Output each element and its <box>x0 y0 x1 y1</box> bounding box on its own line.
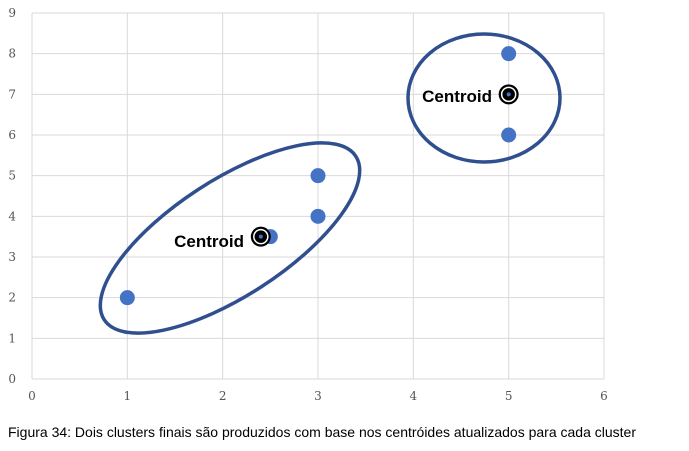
y-tick-label: 3 <box>8 250 16 264</box>
cluster-outlines <box>98 32 562 335</box>
centroid-center-0 <box>258 234 263 239</box>
x-tick-label: 0 <box>28 389 36 403</box>
y-tick-label: 2 <box>8 291 16 305</box>
centroid-ring-0 <box>253 228 269 245</box>
tick-labels: 0 1 2 3 4 5 6 0 1 2 3 4 5 6 7 8 9 <box>8 6 607 403</box>
data-point-0 <box>119 290 135 306</box>
x-tick-label: 3 <box>314 389 322 403</box>
cluster-outline-1 <box>98 141 362 335</box>
data-point-4 <box>501 127 517 143</box>
cluster-outline-2 <box>406 32 562 164</box>
centroid-label-2: Centroid <box>422 87 492 106</box>
grid <box>31 12 605 380</box>
data-point-3 <box>310 168 326 184</box>
x-tick-label: 5 <box>505 389 513 403</box>
y-tick-label: 6 <box>8 128 16 142</box>
y-tick-label: 9 <box>8 6 16 20</box>
y-tick-label: 0 <box>8 372 16 386</box>
figure-caption: Figura 34: Dois clusters finais são prod… <box>8 424 636 440</box>
y-tick-label: 7 <box>8 87 16 101</box>
scatter-chart: 0 1 2 3 4 5 6 0 1 2 3 4 5 6 7 8 9 Centroid Centroid <box>8 6 607 403</box>
y-tick-label: 1 <box>8 331 16 345</box>
centroid-ring-1 <box>500 86 517 103</box>
x-tick-label: 4 <box>410 389 418 403</box>
y-tick-label: 8 <box>8 47 16 61</box>
centroids <box>250 84 519 247</box>
centroid-label-1: Centroid <box>174 232 244 251</box>
x-tick-label: 2 <box>219 389 227 403</box>
y-tick-label: 5 <box>8 169 16 183</box>
data-point-2 <box>310 208 326 224</box>
x-tick-label: 1 <box>124 389 132 403</box>
data-point-5 <box>501 46 517 62</box>
x-tick-label: 6 <box>600 389 608 403</box>
y-tick-label: 4 <box>8 209 16 223</box>
centroid-center-1 <box>506 92 511 97</box>
